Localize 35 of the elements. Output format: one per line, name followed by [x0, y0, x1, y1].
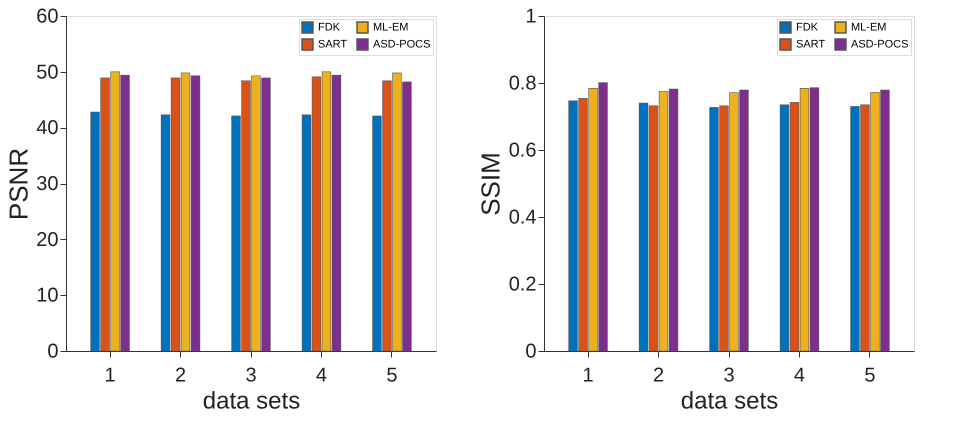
y-tick-label: 1 [525, 6, 536, 28]
legend-label: SART [796, 38, 826, 50]
legend-label: FDK [318, 22, 341, 34]
legend-label: SART [318, 38, 348, 50]
x-axis-title: data sets [680, 388, 778, 414]
legend-label: FDK [796, 22, 819, 34]
y-tick-label: 0.4 [508, 206, 536, 228]
y-axis-title: PSNR [3, 148, 34, 220]
y-tick-label: 0.2 [508, 274, 536, 296]
y-tick-label: 50 [36, 61, 58, 84]
legend-label: ML-EM [851, 22, 886, 34]
y-tick-label: 10 [36, 284, 58, 307]
y-tick-label: 0 [525, 340, 536, 362]
x-tick-label: 5 [386, 364, 398, 386]
y-tick-label: 30 [36, 173, 58, 195]
x-tick-label: 1 [582, 364, 594, 386]
legend-label: ASD-POCS [851, 38, 908, 50]
x-tick-label: 4 [794, 364, 806, 386]
x-axis-title: data sets [202, 388, 300, 414]
x-tick-label: 2 [652, 364, 664, 386]
x-tick-label: 3 [723, 364, 735, 386]
y-tick-label: 0.6 [508, 140, 536, 162]
x-tick-label: 3 [245, 364, 257, 386]
y-tick-label: 40 [36, 117, 58, 140]
y-tick-label: 60 [36, 6, 58, 28]
legend-label: ASD-POCS [373, 38, 430, 50]
y-tick-label: 0.8 [508, 72, 536, 94]
y-tick-label: 0 [47, 340, 58, 362]
legend-label: ML-EM [373, 22, 408, 34]
y-axis-title: SSIM [476, 152, 506, 216]
x-tick-label: 4 [316, 364, 328, 386]
x-tick-label: 2 [174, 364, 186, 386]
x-tick-label: 5 [864, 364, 876, 386]
y-tick-label: 20 [36, 228, 58, 251]
x-tick-label: 1 [104, 364, 116, 386]
